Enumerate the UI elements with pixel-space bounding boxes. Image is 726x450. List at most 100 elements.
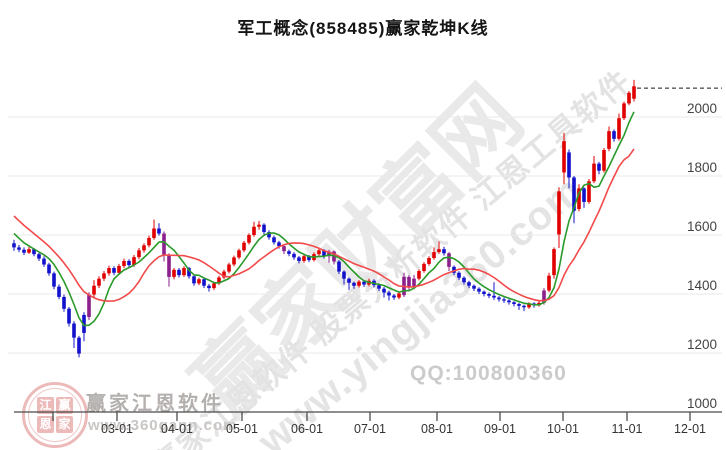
candle-body [477, 288, 481, 292]
candle-body [22, 249, 26, 253]
y-price-label: 1600 [687, 219, 717, 234]
candle-body [232, 257, 236, 265]
candle-body [187, 268, 191, 277]
seal-char: 家 [56, 416, 73, 433]
x-tick-label: 05-01 [226, 422, 258, 436]
x-tick-label: 09-01 [484, 422, 516, 436]
x-tick-label: 06-01 [291, 422, 323, 436]
candle-body [337, 261, 341, 272]
candle-body [42, 258, 46, 265]
x-tick-label: 04-01 [161, 422, 193, 436]
candle-body [422, 263, 426, 271]
candle-body [227, 264, 231, 272]
candle-body [162, 233, 166, 256]
candle-body [387, 292, 391, 296]
y-price-label: 1400 [687, 278, 717, 293]
ma-long-line [13, 148, 635, 302]
candle-body [562, 141, 566, 173]
candle-body [317, 250, 321, 255]
candle-body [357, 281, 361, 286]
candle-body [67, 308, 71, 324]
y-price-label: 1800 [687, 160, 717, 175]
candle-body [542, 290, 546, 303]
candle-body [82, 314, 86, 333]
footer-brand-text: 赢家江恩软件 [86, 393, 224, 415]
candle-body [607, 131, 611, 149]
candle-body [192, 276, 196, 284]
candle-body [522, 305, 526, 308]
candle-body [587, 181, 591, 202]
candle-body [502, 299, 506, 301]
candle-body [627, 92, 631, 104]
candle-body [207, 285, 211, 289]
candle-body [452, 266, 456, 273]
candle-body [417, 270, 421, 279]
candle-body [442, 249, 446, 254]
candle-body [182, 268, 186, 276]
candle-body [57, 286, 61, 297]
candle-body [197, 279, 201, 284]
candle-body [432, 252, 436, 259]
candle-body [507, 300, 511, 303]
candle-body [157, 228, 161, 234]
candle-body [327, 251, 331, 257]
candle-body [127, 260, 131, 266]
candle-body [262, 224, 266, 233]
candle-body [217, 277, 221, 284]
candle-body [487, 294, 491, 296]
candle-body [407, 276, 411, 288]
x-tick-label: 03-01 [101, 422, 133, 436]
candle-body [352, 282, 356, 286]
seal-char: 恩 [37, 416, 54, 433]
seal-char: 江 [37, 397, 54, 414]
candle-body [397, 293, 401, 298]
candle-body [137, 250, 141, 258]
candle-body [287, 251, 291, 254]
candle-body [302, 256, 306, 261]
candle-body [252, 226, 256, 235]
candle-body [32, 249, 36, 255]
candle-body [147, 237, 151, 246]
candle-body [97, 278, 101, 286]
candle-body [512, 302, 516, 305]
x-tick-label: 11-01 [611, 422, 642, 436]
candle-body [617, 118, 621, 139]
candle-body [632, 86, 636, 99]
candle-body [212, 283, 216, 289]
footer-site-text: www.360gann.com [88, 417, 238, 434]
candle-body [362, 281, 366, 285]
ma-short-line [13, 111, 635, 327]
candle-body [457, 272, 461, 278]
candle-body [347, 278, 351, 283]
candle-body [222, 271, 226, 278]
candle-body [567, 152, 571, 178]
y-price-label: 2000 [687, 101, 717, 116]
candle-body [392, 295, 396, 298]
candle-body [612, 131, 616, 139]
x-tick-label: 07-01 [354, 422, 386, 436]
candle-body [177, 269, 181, 276]
candle-body [307, 256, 311, 261]
candle-body [27, 249, 31, 253]
candle-body [437, 249, 441, 253]
seal-char: 赢 [56, 397, 73, 414]
candle-body [382, 288, 386, 293]
candle-body [102, 273, 106, 279]
candle-body [517, 304, 521, 306]
candle-body [242, 242, 246, 251]
candle-body [272, 237, 276, 243]
candle-body [277, 242, 281, 247]
company-seal-inner-ring: 江 赢 恩 家 [28, 388, 82, 442]
candle-body [132, 257, 136, 266]
candle-body [582, 188, 586, 202]
candle-body [167, 255, 171, 277]
candle-body [257, 224, 261, 227]
candle-body [152, 228, 156, 238]
candle-body [292, 253, 296, 258]
candle-body [527, 303, 531, 308]
candle-body [202, 279, 206, 286]
candle-body [117, 265, 121, 273]
candle-body [62, 296, 66, 309]
candle-body [342, 271, 346, 279]
